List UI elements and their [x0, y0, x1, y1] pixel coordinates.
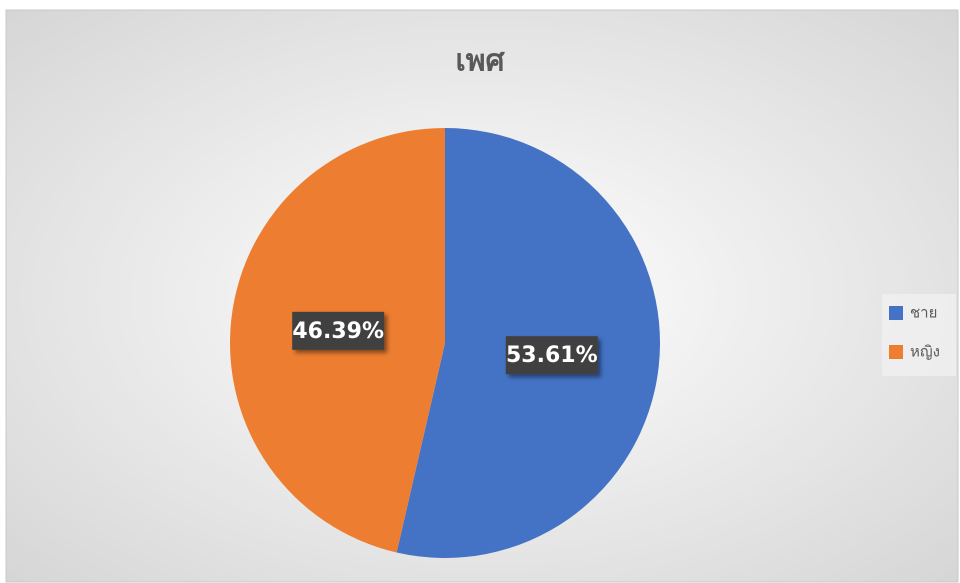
data-label: 53.61% [506, 343, 598, 368]
data-label-box [505, 336, 598, 375]
legend-label: ชาย [910, 304, 937, 322]
legend-swatch [889, 345, 903, 359]
legend-label: หญิง [910, 343, 940, 361]
legend-swatch [889, 306, 903, 320]
data-label: 46.39% [292, 319, 384, 344]
chart-title: เพศ [455, 44, 505, 79]
data-label-box [292, 311, 385, 350]
